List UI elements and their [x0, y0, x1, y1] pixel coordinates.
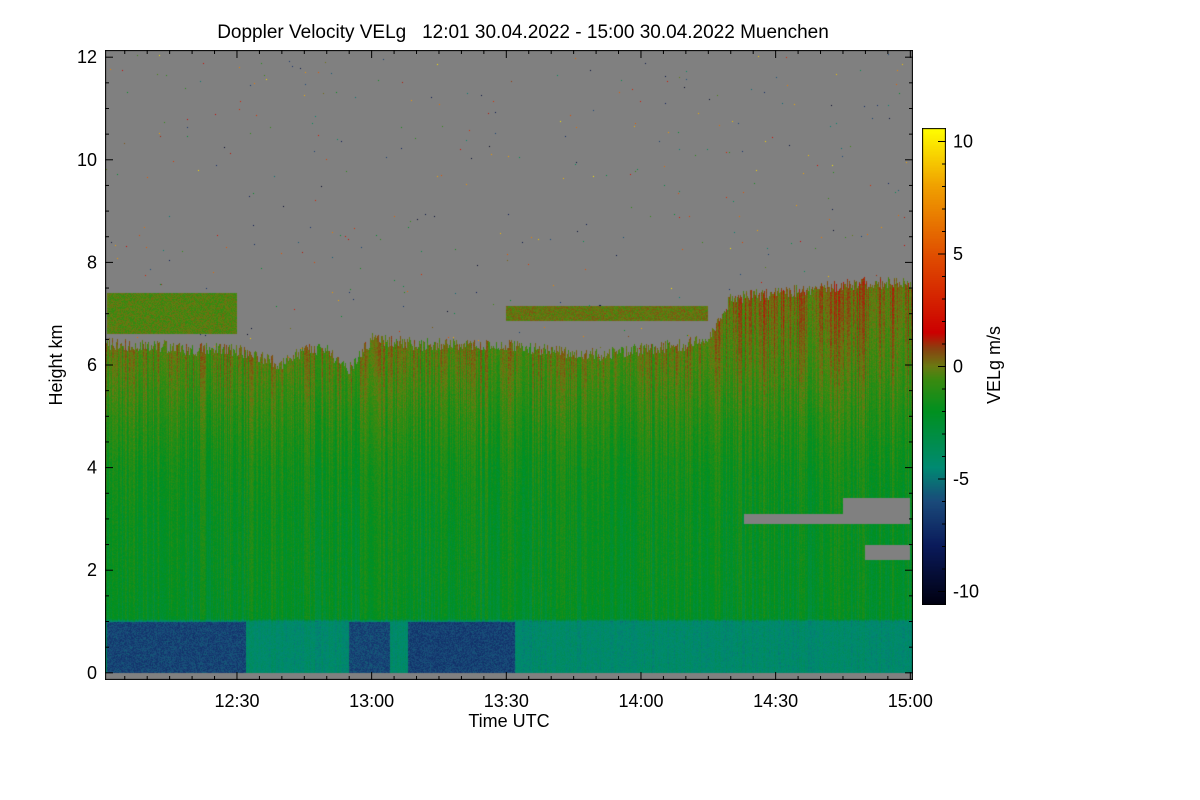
velocity-heatmap: [105, 50, 913, 680]
colorbar-tick-label: 5: [953, 244, 963, 264]
x-tick-label: 14:30: [753, 691, 798, 711]
y-tick-label: 0: [87, 663, 97, 683]
y-axis-label: Height km: [46, 324, 66, 405]
colorbar-tick-label: 0: [953, 357, 963, 377]
x-tick-label: 14:00: [618, 691, 663, 711]
y-tick-label: 4: [87, 458, 97, 478]
x-tick-label: 15:00: [888, 691, 933, 711]
colorbar-tick-label: 10: [953, 132, 973, 152]
x-axis-label: Time UTC: [468, 711, 549, 731]
y-tick-label: 12: [77, 47, 97, 67]
colorbar-label: VELg m/s: [984, 326, 1004, 404]
chart-title: Doppler Velocity VELg 12:01 30.04.2022 -…: [217, 22, 829, 43]
y-tick-label: 10: [77, 150, 97, 170]
colorbar-tick-label: -5: [953, 469, 969, 489]
x-tick-label: 12:30: [214, 691, 259, 711]
y-tick-label: 8: [87, 252, 97, 272]
colorbar-tick-label: -10: [953, 582, 979, 602]
x-tick-label: 13:00: [349, 691, 394, 711]
y-tick-label: 6: [87, 355, 97, 375]
y-tick-label: 2: [87, 560, 97, 580]
x-tick-label: 13:30: [484, 691, 529, 711]
